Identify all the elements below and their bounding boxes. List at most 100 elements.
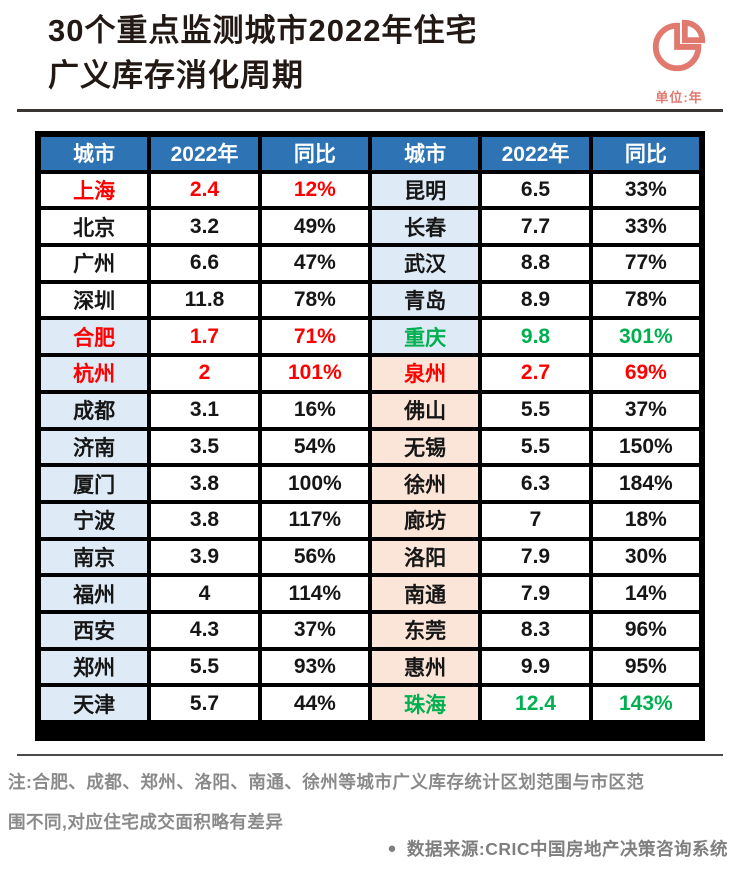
value-cell: 3.8 bbox=[151, 467, 258, 500]
yoy-cell: 184% bbox=[592, 467, 699, 500]
yoy-cell: 54% bbox=[261, 430, 368, 464]
value-cell: 6.6 bbox=[151, 247, 258, 280]
value-cell: 3.2 bbox=[151, 210, 258, 244]
city-cell: 南京 bbox=[41, 540, 148, 574]
yoy-cell: 56% bbox=[261, 540, 368, 574]
unit-label: 单位:年 bbox=[655, 90, 703, 105]
city-cell: 合肥 bbox=[41, 320, 148, 354]
footnote-line1: 注:合肥、成都、郑州、洛阳、南通、徐州等城市广义库存统计区划范围与市区范 bbox=[8, 772, 645, 792]
top-divider bbox=[17, 109, 723, 112]
city-cell: 成都 bbox=[41, 393, 148, 427]
yoy-cell: 150% bbox=[592, 430, 699, 464]
city-cell: 上海 bbox=[41, 173, 148, 207]
city-cell: 佛山 bbox=[372, 393, 479, 427]
page-title-line2: 广义库存消化周期 bbox=[48, 58, 304, 93]
yoy-cell: 114% bbox=[261, 577, 368, 610]
value-cell: 4.3 bbox=[151, 613, 258, 647]
yoy-cell: 301% bbox=[592, 320, 699, 354]
yoy-cell: 93% bbox=[261, 650, 368, 684]
yoy-cell: 33% bbox=[592, 210, 699, 244]
value-cell: 7.9 bbox=[482, 540, 589, 574]
header-cell: 同比 bbox=[261, 137, 368, 170]
city-cell: 济南 bbox=[41, 430, 148, 464]
value-cell: 7 bbox=[482, 503, 589, 537]
city-cell: 郑州 bbox=[41, 650, 148, 684]
value-cell: 2.4 bbox=[151, 173, 258, 207]
yoy-cell: 71% bbox=[261, 320, 368, 354]
footnote: 注:合肥、成都、郑州、洛阳、南通、徐州等城市广义库存统计区划范围与市区范 围不同… bbox=[8, 762, 734, 842]
yoy-cell: 49% bbox=[261, 210, 368, 244]
source-text: 数据来源:CRIC中国房地产决策咨询系统 bbox=[406, 839, 728, 859]
city-cell: 洛阳 bbox=[372, 540, 479, 574]
yoy-cell: 12% bbox=[261, 173, 368, 207]
city-cell: 厦门 bbox=[41, 467, 148, 500]
header-cell: 同比 bbox=[592, 137, 699, 170]
yoy-cell: 14% bbox=[592, 577, 699, 610]
value-cell: 8.8 bbox=[482, 247, 589, 280]
yoy-cell: 100% bbox=[261, 467, 368, 500]
value-cell: 8.3 bbox=[482, 613, 589, 647]
unit-block: 单位:年 bbox=[644, 14, 714, 106]
yoy-cell: 143% bbox=[592, 687, 699, 720]
bullet-icon: ● bbox=[387, 840, 397, 857]
yoy-cell: 101% bbox=[261, 357, 368, 390]
inventory-table: 城市 2022年 同比 城市 2022年 同比 上海 2.4 12% 昆明 6.5 33% 北京 3.2 4… bbox=[35, 131, 705, 741]
city-cell: 西安 bbox=[41, 613, 148, 647]
data-source: ● 数据来源:CRIC中国房地产决策咨询系统 bbox=[387, 836, 728, 861]
yoy-cell: 37% bbox=[592, 393, 699, 427]
value-cell: 3.5 bbox=[151, 430, 258, 464]
value-cell: 4 bbox=[151, 577, 258, 610]
value-cell: 3.9 bbox=[151, 540, 258, 574]
yoy-cell: 37% bbox=[261, 613, 368, 647]
value-cell: 9.9 bbox=[482, 650, 589, 684]
city-cell: 青岛 bbox=[372, 283, 479, 317]
value-cell: 5.5 bbox=[482, 393, 589, 427]
value-cell: 3.8 bbox=[151, 503, 258, 537]
pie-chart-icon bbox=[652, 19, 706, 72]
yoy-cell: 78% bbox=[592, 283, 699, 317]
city-cell: 广州 bbox=[41, 247, 148, 280]
footnote-line2: 围不同,对应住宅成交面积略有差异 bbox=[8, 812, 284, 832]
value-cell: 5.5 bbox=[151, 650, 258, 684]
yoy-cell: 18% bbox=[592, 503, 699, 537]
city-cell: 北京 bbox=[41, 210, 148, 244]
city-cell: 徐州 bbox=[372, 467, 479, 500]
city-cell: 天津 bbox=[41, 687, 148, 720]
page-title: 30个重点监测城市2022年住宅 广义库存消化周期 bbox=[48, 8, 477, 98]
yoy-cell: 16% bbox=[261, 393, 368, 427]
city-cell: 宁波 bbox=[41, 503, 148, 537]
yoy-cell: 117% bbox=[261, 503, 368, 537]
city-cell: 泉州 bbox=[372, 357, 479, 390]
city-cell: 东莞 bbox=[372, 613, 479, 647]
city-cell: 深圳 bbox=[41, 283, 148, 317]
yoy-cell: 78% bbox=[261, 283, 368, 317]
value-cell: 9.8 bbox=[482, 320, 589, 354]
city-cell: 福州 bbox=[41, 577, 148, 610]
yoy-cell: 69% bbox=[592, 357, 699, 390]
value-cell: 3.1 bbox=[151, 393, 258, 427]
city-cell: 长春 bbox=[372, 210, 479, 244]
value-cell: 6.5 bbox=[482, 173, 589, 207]
yoy-cell: 33% bbox=[592, 173, 699, 207]
city-cell: 武汉 bbox=[372, 247, 479, 280]
header-cell: 城市 bbox=[41, 137, 148, 170]
header-cell: 2022年 bbox=[482, 137, 589, 170]
value-cell: 12.4 bbox=[482, 687, 589, 720]
page-title-line1: 30个重点监测城市2022年住宅 bbox=[48, 13, 478, 48]
yoy-cell: 30% bbox=[592, 540, 699, 574]
yoy-cell: 95% bbox=[592, 650, 699, 684]
value-cell: 5.7 bbox=[151, 687, 258, 720]
value-cell: 7.9 bbox=[482, 577, 589, 610]
header-cell: 2022年 bbox=[151, 137, 258, 170]
value-cell: 8.9 bbox=[482, 283, 589, 317]
value-cell: 6.3 bbox=[482, 467, 589, 500]
city-cell: 惠州 bbox=[372, 650, 479, 684]
city-cell: 杭州 bbox=[41, 357, 148, 390]
yoy-cell: 77% bbox=[592, 247, 699, 280]
value-cell: 7.7 bbox=[482, 210, 589, 244]
value-cell: 5.5 bbox=[482, 430, 589, 464]
city-cell: 南通 bbox=[372, 577, 479, 610]
city-cell: 廊坊 bbox=[372, 503, 479, 537]
value-cell: 11.8 bbox=[151, 283, 258, 317]
